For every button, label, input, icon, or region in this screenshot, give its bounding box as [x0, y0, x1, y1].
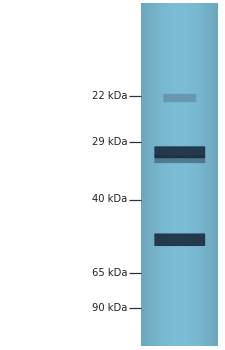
FancyBboxPatch shape [163, 94, 196, 102]
Text: 40 kDa: 40 kDa [92, 195, 127, 204]
FancyBboxPatch shape [154, 155, 205, 163]
FancyBboxPatch shape [154, 233, 205, 246]
Text: 22 kDa: 22 kDa [92, 91, 127, 101]
Text: 90 kDa: 90 kDa [92, 303, 127, 313]
Text: 65 kDa: 65 kDa [92, 268, 127, 278]
Text: 29 kDa: 29 kDa [92, 137, 127, 147]
FancyBboxPatch shape [154, 146, 205, 158]
